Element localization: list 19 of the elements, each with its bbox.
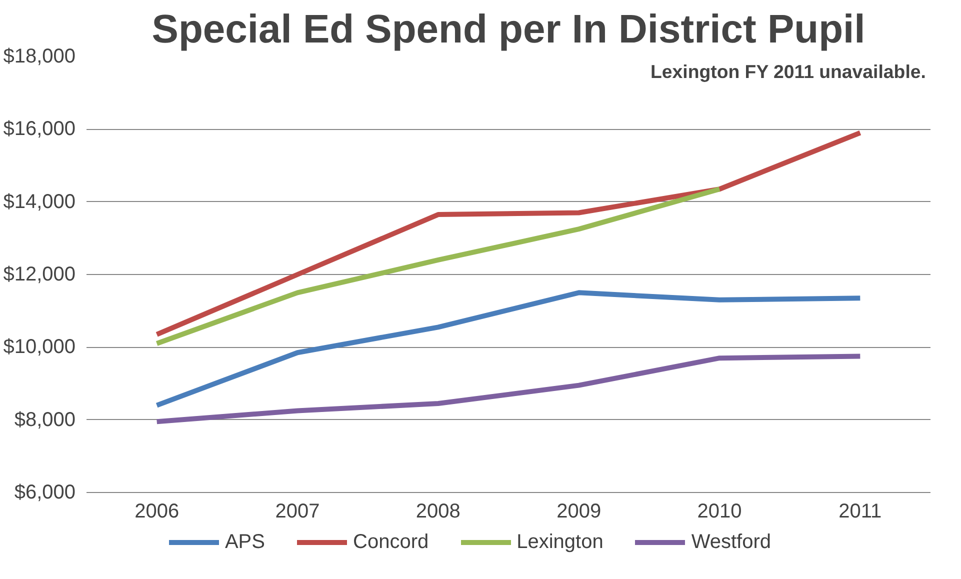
y-tick-label: $6,000: [14, 482, 76, 504]
x-tick-label: 2010: [697, 500, 742, 522]
y-tick-label: $16,000: [3, 118, 76, 140]
x-tick-label: 2006: [134, 500, 180, 522]
y-tick-label: $18,000: [3, 46, 76, 68]
legend-label: APS: [224, 530, 265, 556]
x-tick-label: 2009: [556, 500, 602, 522]
y-tick-label: $14,000: [3, 190, 76, 213]
annotation: Lexington FY 2011 unavailable.: [650, 60, 926, 82]
x-tick-label: 2007: [275, 500, 320, 522]
y-tick-label: $10,000: [3, 336, 76, 358]
x-tick-label: 2008: [416, 500, 460, 522]
legend-label: Concord: [353, 530, 429, 556]
legend-label: Westford: [691, 530, 772, 556]
legend-label: Lexington: [516, 530, 604, 556]
y-tick-label: $8,000: [14, 408, 76, 431]
y-tick-label: $12,000: [3, 264, 76, 286]
chart-title: Special Ed Spend per In District Pupil: [152, 8, 866, 52]
x-tick-label: 2011: [838, 500, 882, 522]
